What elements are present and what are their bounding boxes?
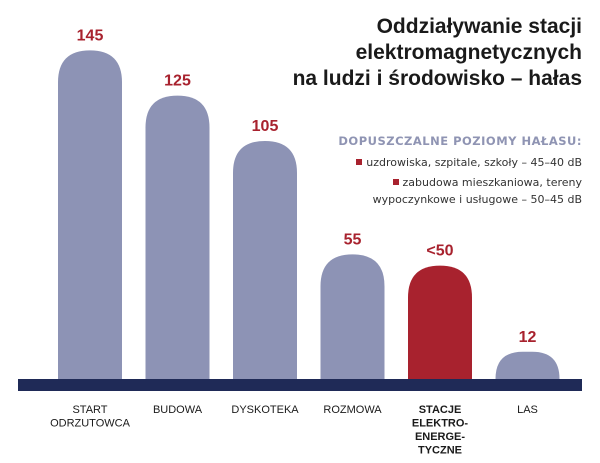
legend-item-2: zabudowa mieszkaniowa, tereny wypoczynko… — [322, 174, 582, 208]
legend: DOPUSZCZALNE POZIOMY HAŁASU: uzdrowiska,… — [322, 134, 582, 211]
category-label-4-line-1: ROZMOWA — [323, 404, 382, 416]
value-label-3: 105 — [252, 118, 279, 135]
legend-swatch-1 — [356, 159, 363, 165]
value-label-2: 125 — [164, 73, 191, 90]
legend-heading: DOPUSZCZALNE POZIOMY HAŁASU: — [338, 134, 582, 148]
bar-4 — [320, 254, 385, 379]
legend-swatch-2 — [392, 179, 399, 185]
bar-2 — [145, 95, 210, 380]
category-label-5-line-4: TYCZNE — [418, 445, 462, 457]
baseline — [18, 379, 582, 391]
bar-3 — [233, 141, 297, 379]
category-label-5-line-2: ELEKTRO- — [412, 418, 469, 430]
value-label-4: 55 — [344, 231, 362, 248]
value-label-6: 12 — [519, 329, 537, 346]
legend-item-1-text: uzdrowiska, szpitale, szkoły – 45–40 dB — [366, 156, 582, 169]
legend-item-1: uzdrowiska, szpitale, szkoły – 45–40 dB — [322, 154, 582, 171]
category-label-5-line-3: ENERGE- — [415, 431, 465, 443]
category-label-6-line-1: LAS — [517, 404, 538, 416]
legend-item-2-text-line-1: zabudowa mieszkaniowa, tereny — [402, 176, 582, 189]
value-label-5: <50 — [426, 243, 453, 260]
bar-1 — [58, 50, 122, 379]
category-label-1-line-1: START — [72, 404, 107, 416]
legend-item-2-text-line-2: wypoczynkowe i usługowe – 50–45 dB — [372, 193, 582, 206]
chart-title-line-3: na ludzi i środowisko – hałas — [292, 67, 582, 90]
category-label-5-line-1: STACJE — [419, 404, 462, 416]
category-label-3-line-1: DYSKOTEKA — [231, 404, 299, 416]
category-label-1-line-2: ODRZUTOWCA — [50, 418, 131, 430]
category-label-2-line-1: BUDOWA — [153, 404, 203, 416]
bar-6 — [495, 351, 560, 379]
bar-5 — [408, 265, 472, 379]
chart-title-line-2: elektromagnetycznych — [355, 41, 582, 64]
value-label-1: 145 — [77, 27, 104, 44]
chart-title-line-1: Oddziaływanie stacji — [376, 15, 582, 38]
chart-title: Oddziaływanie stacji elektromagnetycznyc… — [252, 14, 582, 92]
